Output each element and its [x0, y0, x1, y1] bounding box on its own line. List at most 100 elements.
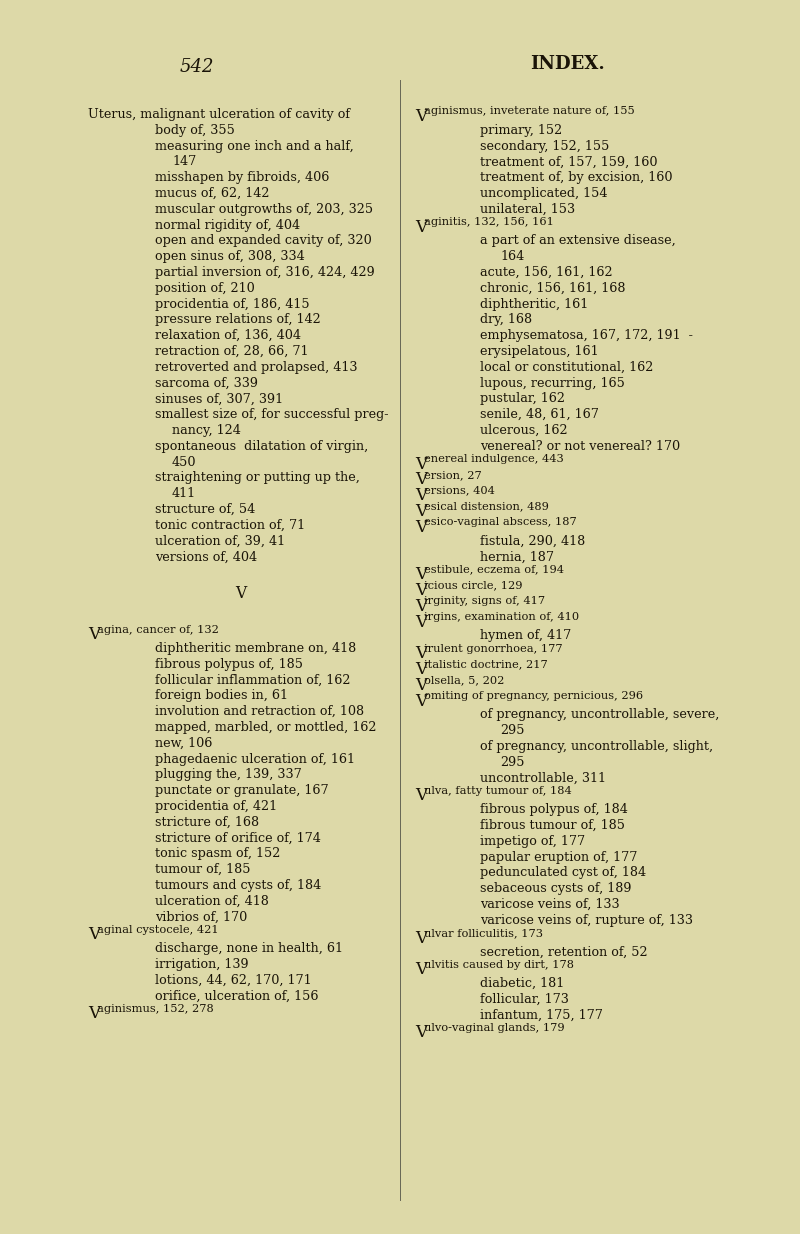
Text: aginitis, 132, 156, 161: aginitis, 132, 156, 161: [424, 217, 554, 227]
Text: varicose veins of, 133: varicose veins of, 133: [480, 898, 620, 911]
Text: involution and retraction of, 108: involution and retraction of, 108: [155, 706, 364, 718]
Text: V: V: [415, 109, 427, 125]
Text: ulvar folliculitis, 173: ulvar folliculitis, 173: [424, 928, 543, 938]
Text: smallest size of, for successful preg-: smallest size of, for successful preg-: [155, 408, 389, 421]
Text: 542: 542: [180, 58, 214, 77]
Text: tonic spasm of, 152: tonic spasm of, 152: [155, 848, 280, 860]
Text: acute, 156, 161, 162: acute, 156, 161, 162: [480, 267, 613, 279]
Text: retraction of, 28, 66, 71: retraction of, 28, 66, 71: [155, 346, 309, 358]
Text: misshapen by fibroids, 406: misshapen by fibroids, 406: [155, 172, 330, 184]
Text: ersions, 404: ersions, 404: [424, 486, 495, 496]
Text: infantum, 175, 177: infantum, 175, 177: [480, 1008, 603, 1022]
Text: sinuses of, 307, 391: sinuses of, 307, 391: [155, 392, 283, 406]
Text: spontaneous  dilatation of virgin,: spontaneous dilatation of virgin,: [155, 439, 368, 453]
Text: V: V: [415, 218, 427, 236]
Text: ulva, fatty tumour of, 184: ulva, fatty tumour of, 184: [424, 786, 572, 796]
Text: pedunculated cyst of, 184: pedunculated cyst of, 184: [480, 866, 646, 880]
Text: ulvitis caused by dirt, 178: ulvitis caused by dirt, 178: [424, 960, 574, 970]
Text: V: V: [415, 692, 427, 710]
Text: sarcoma of, 339: sarcoma of, 339: [155, 376, 258, 390]
Text: orifice, ulceration of, 156: orifice, ulceration of, 156: [155, 990, 318, 1003]
Text: mapped, marbled, or mottled, 162: mapped, marbled, or mottled, 162: [155, 721, 377, 734]
Text: follicular, 173: follicular, 173: [480, 993, 569, 1006]
Text: irulent gonorrhoea, 177: irulent gonorrhoea, 177: [424, 644, 562, 654]
Text: 295: 295: [500, 755, 525, 769]
Text: icious circle, 129: icious circle, 129: [424, 580, 522, 591]
Text: diphtheritic membrane on, 418: diphtheritic membrane on, 418: [155, 642, 356, 655]
Text: hernia, 187: hernia, 187: [480, 550, 554, 564]
Text: pressure relations of, 142: pressure relations of, 142: [155, 313, 321, 327]
Text: irgins, examination of, 410: irgins, examination of, 410: [424, 612, 579, 622]
Text: V: V: [88, 1006, 100, 1023]
Text: nancy, 124: nancy, 124: [172, 424, 241, 437]
Text: venereal? or not venereal? 170: venereal? or not venereal? 170: [480, 439, 680, 453]
Text: agina, cancer of, 132: agina, cancer of, 132: [97, 624, 219, 634]
Text: italistic doctrine, 217: italistic doctrine, 217: [424, 659, 548, 670]
Text: 147: 147: [172, 155, 196, 168]
Text: partial inversion of, 316, 424, 429: partial inversion of, 316, 424, 429: [155, 267, 374, 279]
Text: new, 106: new, 106: [155, 737, 212, 750]
Text: uncontrollable, 311: uncontrollable, 311: [480, 771, 606, 785]
Text: primary, 152: primary, 152: [480, 123, 562, 137]
Text: fibrous polypus of, 184: fibrous polypus of, 184: [480, 803, 628, 816]
Text: treatment of, by excision, 160: treatment of, by excision, 160: [480, 172, 673, 184]
Text: V: V: [415, 676, 427, 694]
Text: aginal cystocele, 421: aginal cystocele, 421: [97, 926, 218, 935]
Text: olsella, 5, 202: olsella, 5, 202: [424, 675, 504, 685]
Text: stricture of orifice of, 174: stricture of orifice of, 174: [155, 832, 321, 844]
Text: estibule, eczema of, 194: estibule, eczema of, 194: [424, 565, 564, 575]
Text: V: V: [415, 503, 427, 520]
Text: muscular outgrowths of, 203, 325: muscular outgrowths of, 203, 325: [155, 202, 373, 216]
Text: body of, 355: body of, 355: [155, 123, 235, 137]
Text: lotions, 44, 62, 170, 171: lotions, 44, 62, 170, 171: [155, 974, 312, 987]
Text: irginity, signs of, 417: irginity, signs of, 417: [424, 596, 545, 606]
Text: uncomplicated, 154: uncomplicated, 154: [480, 188, 607, 200]
Text: plugging the, 139, 337: plugging the, 139, 337: [155, 769, 302, 781]
Text: V: V: [415, 518, 427, 536]
Text: discharge, none in health, 61: discharge, none in health, 61: [155, 943, 343, 955]
Text: tonic contraction of, 71: tonic contraction of, 71: [155, 518, 305, 532]
Text: position of, 210: position of, 210: [155, 281, 254, 295]
Text: lupous, recurring, 165: lupous, recurring, 165: [480, 376, 625, 390]
Text: V: V: [415, 961, 427, 979]
Text: enereal indulgence, 443: enereal indulgence, 443: [424, 454, 564, 464]
Text: stricture of, 168: stricture of, 168: [155, 816, 259, 829]
Text: aginismus, 152, 278: aginismus, 152, 278: [97, 1004, 214, 1014]
Text: fibrous polypus of, 185: fibrous polypus of, 185: [155, 658, 303, 671]
Text: chronic, 156, 161, 168: chronic, 156, 161, 168: [480, 281, 626, 295]
Text: irrigation, 139: irrigation, 139: [155, 958, 249, 971]
Text: V: V: [415, 566, 427, 584]
Text: sebaceous cysts of, 189: sebaceous cysts of, 189: [480, 882, 631, 895]
Text: of pregnancy, uncontrollable, severe,: of pregnancy, uncontrollable, severe,: [480, 708, 719, 722]
Text: V: V: [415, 1024, 427, 1041]
Text: V: V: [88, 626, 100, 643]
Text: measuring one inch and a half,: measuring one inch and a half,: [155, 139, 354, 153]
Text: a part of an extensive disease,: a part of an extensive disease,: [480, 234, 676, 247]
Text: fistula, 290, 418: fistula, 290, 418: [480, 534, 586, 548]
Text: open and expanded cavity of, 320: open and expanded cavity of, 320: [155, 234, 372, 247]
Text: fibrous tumour of, 185: fibrous tumour of, 185: [480, 819, 625, 832]
Text: retroverted and prolapsed, 413: retroverted and prolapsed, 413: [155, 360, 358, 374]
Text: Uterus, malignant ulceration of cavity of: Uterus, malignant ulceration of cavity o…: [88, 109, 350, 121]
Text: relaxation of, 136, 404: relaxation of, 136, 404: [155, 329, 301, 342]
Text: tumour of, 185: tumour of, 185: [155, 864, 250, 876]
Text: emphysematosa, 167, 172, 191  -: emphysematosa, 167, 172, 191 -: [480, 329, 693, 342]
Text: V: V: [415, 597, 427, 615]
Text: normal rigidity of, 404: normal rigidity of, 404: [155, 218, 300, 232]
Text: V: V: [88, 927, 100, 944]
Text: dry, 168: dry, 168: [480, 313, 532, 327]
Text: secretion, retention of, 52: secretion, retention of, 52: [480, 945, 648, 959]
Text: tumours and cysts of, 184: tumours and cysts of, 184: [155, 879, 322, 892]
Text: ulvo-vaginal glands, 179: ulvo-vaginal glands, 179: [424, 1023, 565, 1033]
Text: esical distension, 489: esical distension, 489: [424, 501, 549, 512]
Text: straightening or putting up the,: straightening or putting up the,: [155, 471, 360, 485]
Text: V: V: [415, 582, 427, 598]
Text: V: V: [415, 787, 427, 805]
Text: open sinus of, 308, 334: open sinus of, 308, 334: [155, 251, 305, 263]
Text: ulcerous, 162: ulcerous, 162: [480, 424, 568, 437]
Text: 411: 411: [172, 487, 196, 500]
Text: INDEX.: INDEX.: [530, 56, 605, 73]
Text: V: V: [415, 613, 427, 631]
Text: local or constitutional, 162: local or constitutional, 162: [480, 360, 654, 374]
Text: V: V: [415, 661, 427, 677]
